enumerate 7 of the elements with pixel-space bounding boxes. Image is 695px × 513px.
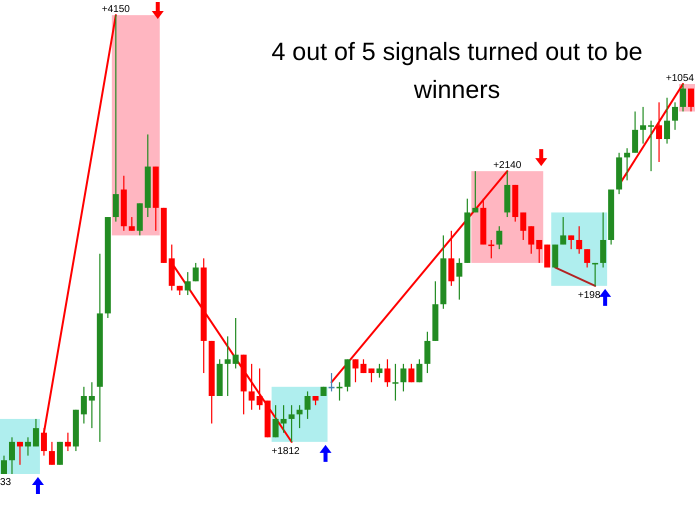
text: 4 out of 5 signals turned out to be winners (270, 37, 644, 106)
annotation: +1812 (272, 446, 300, 457)
text: 33 (0, 476, 12, 488)
annotation: +1054 (666, 72, 694, 84)
annotation: +198 (578, 290, 601, 301)
annotation: +4150 (102, 4, 130, 16)
annotation: +2140 (493, 160, 522, 172)
